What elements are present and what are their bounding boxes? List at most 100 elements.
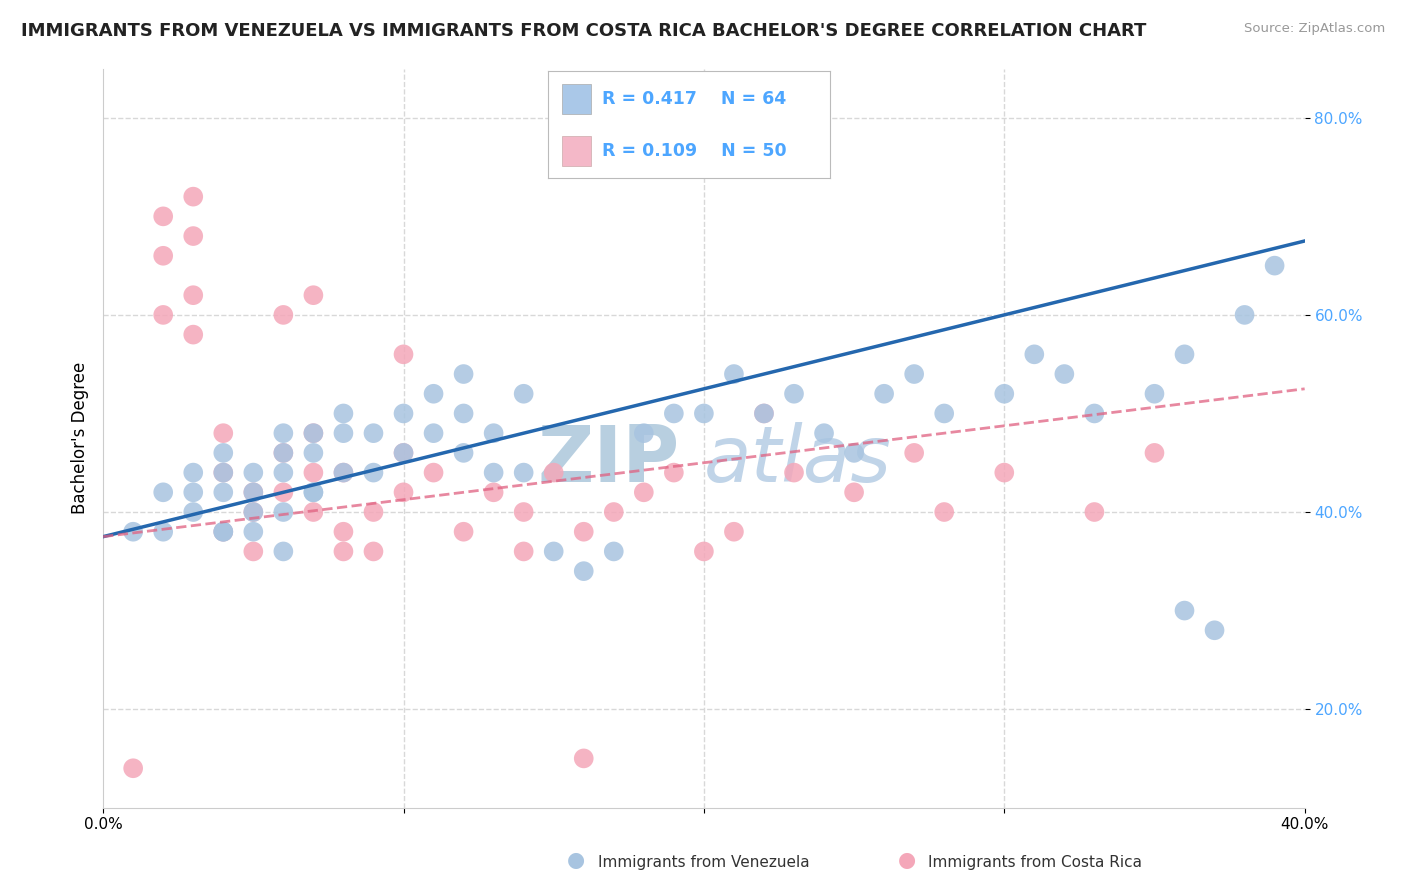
Point <box>903 367 925 381</box>
Point <box>662 466 685 480</box>
Point <box>512 386 534 401</box>
Point <box>422 426 444 441</box>
Point <box>212 524 235 539</box>
Point <box>842 446 865 460</box>
Point <box>934 407 956 421</box>
Point <box>1143 386 1166 401</box>
Point <box>723 367 745 381</box>
Point <box>1173 347 1195 361</box>
Point <box>482 485 505 500</box>
Point <box>482 426 505 441</box>
Point <box>242 505 264 519</box>
Point <box>363 426 385 441</box>
Point <box>212 446 235 460</box>
Point <box>873 386 896 401</box>
Point <box>242 505 264 519</box>
Point <box>212 524 235 539</box>
Point <box>993 386 1015 401</box>
Point <box>903 446 925 460</box>
Point <box>273 466 295 480</box>
Point <box>693 544 716 558</box>
Point <box>783 466 806 480</box>
Point <box>152 308 174 322</box>
Point <box>1083 505 1105 519</box>
Point <box>453 524 475 539</box>
Point <box>302 485 325 500</box>
Point <box>273 544 295 558</box>
Point <box>212 466 235 480</box>
Point <box>453 446 475 460</box>
Point <box>512 466 534 480</box>
Point <box>572 524 595 539</box>
Point <box>242 524 264 539</box>
Point <box>842 485 865 500</box>
Point <box>934 505 956 519</box>
Point <box>302 466 325 480</box>
Point <box>302 446 325 460</box>
Point <box>302 288 325 302</box>
Point <box>1204 624 1226 638</box>
Point <box>633 485 655 500</box>
Point <box>152 524 174 539</box>
Point <box>332 524 354 539</box>
Point <box>242 485 264 500</box>
Point <box>1053 367 1076 381</box>
Text: R = 0.417    N = 64: R = 0.417 N = 64 <box>602 90 786 108</box>
Point <box>181 189 204 203</box>
Point <box>302 426 325 441</box>
Text: Immigrants from Costa Rica: Immigrants from Costa Rica <box>928 855 1142 870</box>
Point <box>273 308 295 322</box>
Point <box>152 485 174 500</box>
Point <box>332 466 354 480</box>
Point <box>332 466 354 480</box>
Point <box>273 446 295 460</box>
Point <box>1143 446 1166 460</box>
Point <box>152 210 174 224</box>
Text: Immigrants from Venezuela: Immigrants from Venezuela <box>598 855 810 870</box>
Point <box>453 407 475 421</box>
Point <box>212 426 235 441</box>
Point <box>392 485 415 500</box>
Point <box>783 386 806 401</box>
Point <box>332 544 354 558</box>
Point <box>392 446 415 460</box>
Point <box>181 229 204 244</box>
Point <box>993 466 1015 480</box>
Point <box>332 426 354 441</box>
Point <box>572 751 595 765</box>
Point <box>181 327 204 342</box>
Point <box>181 288 204 302</box>
Text: atlas: atlas <box>704 422 891 499</box>
Point <box>392 407 415 421</box>
Point <box>122 761 145 775</box>
Point <box>242 466 264 480</box>
Y-axis label: Bachelor's Degree: Bachelor's Degree <box>72 362 89 514</box>
Point <box>512 505 534 519</box>
Point <box>1024 347 1046 361</box>
Point <box>543 466 565 480</box>
Point <box>633 426 655 441</box>
Point <box>212 466 235 480</box>
Point <box>1233 308 1256 322</box>
Point <box>273 485 295 500</box>
Point <box>693 407 716 421</box>
Point <box>242 485 264 500</box>
Point <box>453 367 475 381</box>
Point <box>723 524 745 539</box>
Point <box>363 466 385 480</box>
Point <box>363 505 385 519</box>
Point <box>422 386 444 401</box>
Point <box>181 485 204 500</box>
Text: ●: ● <box>568 850 585 870</box>
Point <box>302 505 325 519</box>
Point <box>122 524 145 539</box>
Point <box>572 564 595 578</box>
Point <box>603 544 626 558</box>
Point <box>181 466 204 480</box>
Text: ZIP: ZIP <box>537 422 681 499</box>
Point <box>273 505 295 519</box>
Point <box>181 505 204 519</box>
Point <box>752 407 775 421</box>
Point <box>603 505 626 519</box>
Point <box>392 347 415 361</box>
